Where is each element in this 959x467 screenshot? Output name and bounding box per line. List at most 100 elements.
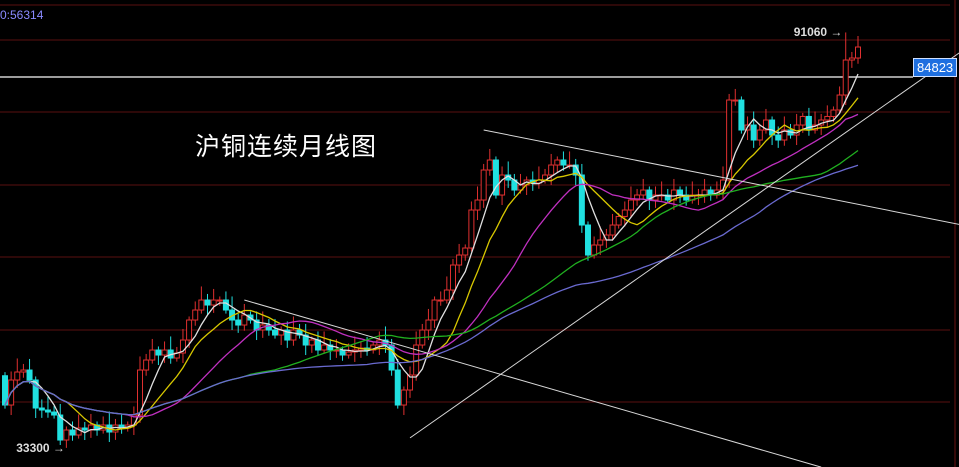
candle-up	[186, 319, 193, 341]
candle-up	[468, 209, 475, 249]
candle-up	[480, 169, 487, 201]
candle-down	[44, 409, 51, 413]
candle-up	[781, 129, 788, 141]
candle-up	[499, 174, 506, 196]
candle-up	[609, 224, 616, 236]
candle-down	[296, 329, 303, 336]
candle-up	[431, 299, 438, 321]
candle-down	[750, 124, 757, 141]
candle-up	[407, 374, 414, 391]
candle-up	[756, 129, 763, 141]
candle-down	[339, 349, 346, 356]
candle-down	[57, 414, 64, 441]
candle-down	[677, 189, 684, 196]
candle-down	[272, 329, 279, 336]
ma40-line	[4, 149, 859, 416]
candle-up	[216, 299, 223, 302]
candle-down	[69, 429, 76, 436]
candle-up	[290, 329, 297, 341]
candle-down	[204, 299, 211, 306]
candle-up	[640, 189, 647, 196]
candle-up	[443, 289, 450, 301]
candle-down	[327, 344, 334, 351]
candle-up	[627, 199, 634, 211]
candle-down	[265, 324, 272, 331]
ma5-line	[4, 73, 859, 434]
candle-down	[775, 134, 782, 141]
candle-up	[198, 299, 205, 311]
candle-down	[26, 369, 33, 381]
candle-down	[284, 329, 291, 341]
candle-down	[2, 375, 8, 406]
candle-up	[634, 194, 641, 201]
candle-up	[762, 119, 769, 131]
candle-up	[726, 99, 733, 181]
candle-down	[235, 319, 242, 326]
candle-up	[824, 115, 831, 121]
candle-up	[449, 264, 456, 291]
candle-up	[210, 299, 217, 306]
candle-up	[437, 299, 444, 302]
candle-up	[308, 339, 315, 346]
candle-down	[584, 224, 591, 256]
candle-up	[701, 189, 708, 196]
candle-down	[38, 407, 45, 411]
candle-down	[560, 159, 567, 166]
candle-up	[554, 159, 561, 166]
candle-up	[149, 349, 156, 361]
high-marker-label: 91060 →	[793, 25, 843, 40]
chart-title: 沪铜连续月线图	[195, 132, 378, 161]
candle-up	[321, 344, 328, 351]
high-value: 91060	[793, 25, 828, 40]
candle-up	[848, 57, 855, 61]
candle-down	[222, 299, 229, 311]
candle-down	[302, 334, 309, 346]
candle-up	[14, 371, 21, 381]
candle-up	[137, 369, 144, 416]
candle-down	[155, 349, 162, 356]
top-readout: 0:56314	[0, 8, 44, 22]
candle-up	[20, 369, 27, 373]
trend-line	[244, 299, 822, 467]
trend-line	[483, 129, 959, 225]
candle-down	[32, 379, 39, 409]
low-marker-label: 33300 →	[16, 441, 65, 456]
candle-up	[400, 389, 407, 406]
candle-up	[63, 429, 70, 441]
candle-down	[683, 194, 690, 201]
candle-down	[664, 194, 671, 201]
candle-up	[621, 209, 628, 217]
low-value: 33300	[16, 441, 50, 456]
candle-down	[578, 174, 585, 226]
candle-up	[112, 424, 119, 433]
candle-up	[143, 359, 150, 371]
candle-up	[179, 339, 186, 354]
candle-up	[161, 349, 168, 356]
candle-up	[812, 124, 819, 131]
current-price-tag: 84823	[913, 58, 958, 77]
candle-up	[425, 319, 432, 331]
candle-up	[615, 215, 622, 226]
candle-up	[855, 46, 861, 59]
candle-up	[597, 239, 604, 246]
candle-up	[462, 247, 469, 256]
candle-down	[738, 99, 745, 131]
candle-up	[836, 94, 843, 111]
candle-down	[394, 369, 401, 406]
candle-down	[51, 411, 58, 416]
trend-line	[409, 52, 959, 439]
ma20-line	[4, 113, 859, 418]
candle-up	[474, 199, 481, 211]
candle-down	[81, 427, 88, 431]
ma60-line	[4, 164, 859, 416]
candle-up	[241, 314, 248, 326]
candle-up	[192, 309, 199, 321]
candle-up	[799, 115, 806, 126]
candle-up	[486, 159, 493, 171]
candle-up	[842, 59, 849, 96]
candle-up	[591, 244, 598, 256]
candle-down	[492, 159, 499, 196]
candle-up	[732, 99, 739, 102]
